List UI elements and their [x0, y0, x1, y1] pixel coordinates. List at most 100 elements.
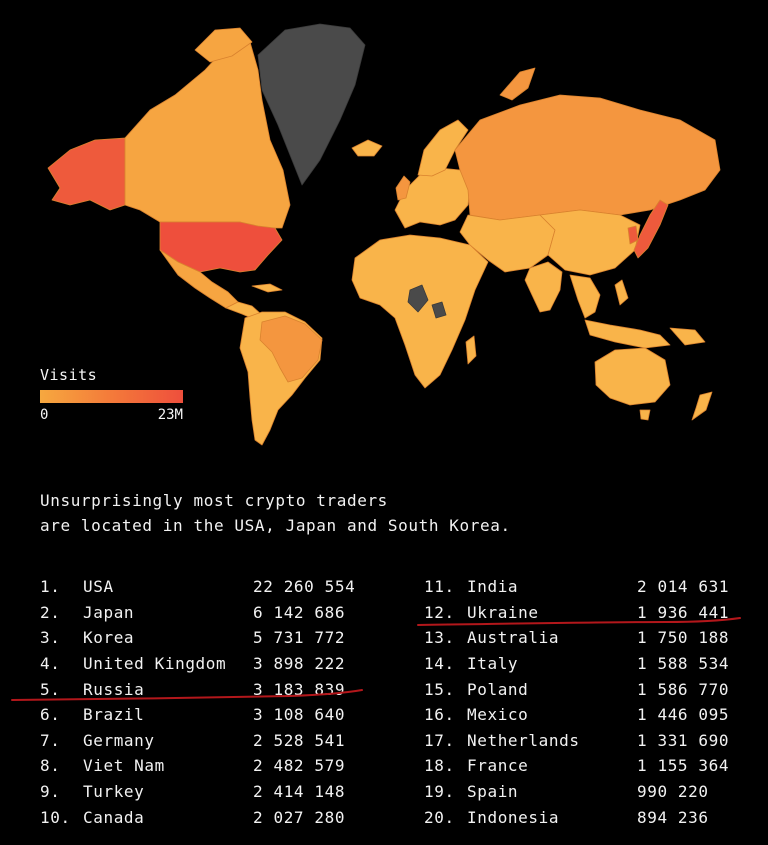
rank-visits: 1 446 095 [637, 705, 730, 725]
ranking-row: 18. France 1 155 364 [424, 753, 754, 779]
region-iceland [351, 139, 383, 157]
rank-visits: 894 236 [637, 807, 709, 827]
rank-number: 16. [424, 705, 455, 725]
legend-title: Visits [40, 366, 98, 384]
rankings-left-column: 1. USA 22 260 554 2. Japan 6 142 686 3. Korea 5 … [40, 574, 370, 830]
rank-country: USA [83, 577, 114, 597]
legend-min-label: 0 [40, 407, 49, 423]
rankings-right-column: 11. India 2 014 631 12. Ukraine 1 936 441 13. A… [424, 574, 754, 830]
rank-visits: 2 482 579 [253, 756, 346, 776]
legend-scale: 0 23M [40, 407, 183, 423]
rank-number: 9. [40, 782, 61, 802]
rank-number: 5. [40, 679, 61, 699]
ranking-row: 14. Italy 1 588 534 [424, 651, 754, 677]
rank-visits: 990 220 [637, 782, 709, 802]
rank-country: Canada [83, 807, 145, 827]
region-scandinavia [417, 119, 469, 177]
region-russia-arctic [499, 67, 536, 101]
ranking-row: 15. Poland 1 586 770 [424, 676, 754, 702]
rank-visits: 2 027 280 [253, 807, 346, 827]
rank-country: Russia [83, 679, 145, 699]
rank-country: Netherlands [467, 730, 580, 750]
region-southeast-asia [569, 274, 601, 319]
rank-country: Japan [83, 602, 135, 622]
rank-number: 6. [40, 705, 61, 725]
ranking-row: 11. India 2 014 631 [424, 574, 754, 600]
ranking-row: 6. Brazil 3 108 640 [40, 702, 370, 728]
rank-number: 12. [424, 602, 455, 622]
region-papua [669, 327, 706, 346]
ranking-row: 8. Viet Nam 2 482 579 [40, 753, 370, 779]
rank-country: Brazil [83, 705, 145, 725]
rank-visits: 5 731 772 [253, 628, 346, 648]
rank-visits: 2 528 541 [253, 730, 346, 750]
ranking-row: 1. USA 22 260 554 [40, 574, 370, 600]
region-africa-no-data-2 [431, 301, 447, 319]
region-arctic-islands [194, 27, 253, 63]
rank-country: Ukraine [467, 602, 539, 622]
rank-country: France [467, 756, 529, 776]
rank-visits: 1 331 690 [637, 730, 730, 750]
rank-country: Viet Nam [83, 756, 165, 776]
region-greenland [257, 23, 366, 186]
rank-visits: 1 586 770 [637, 679, 730, 699]
ranking-row: 5. Russia 3 183 839 [40, 676, 370, 702]
ranking-row: 13. Australia 1 750 188 [424, 625, 754, 651]
rank-country: Germany [83, 730, 155, 750]
region-australia [594, 347, 671, 406]
region-madagascar [465, 335, 477, 365]
rank-country: Turkey [83, 782, 145, 802]
rank-country: Indonesia [467, 807, 560, 827]
ranking-row: 9. Turkey 2 414 148 [40, 779, 370, 805]
region-japan [633, 199, 669, 259]
legend-gradient-bar [40, 390, 183, 403]
region-canada [124, 41, 291, 229]
ranking-row: 7. Germany 2 528 541 [40, 728, 370, 754]
rank-number: 19. [424, 782, 455, 802]
region-caribbean [251, 283, 283, 293]
region-indonesia [584, 319, 671, 349]
ranking-row: 2. Japan 6 142 686 [40, 600, 370, 626]
rank-visits: 22 260 554 [253, 577, 356, 597]
region-alaska [47, 137, 126, 211]
rank-visits: 6 142 686 [253, 602, 346, 622]
rank-number: 18. [424, 756, 455, 776]
rank-number: 15. [424, 679, 455, 699]
rank-country: India [467, 577, 519, 597]
caption: Unsurprisingly most crypto traders are l… [40, 488, 511, 538]
rank-number: 11. [424, 577, 455, 597]
rank-visits: 2 414 148 [253, 782, 346, 802]
region-india [524, 261, 563, 313]
ranking-row: 12. Ukraine 1 936 441 [424, 600, 754, 626]
rank-number: 8. [40, 756, 61, 776]
rank-country: Italy [467, 654, 519, 674]
region-china [539, 209, 641, 276]
rank-country: Mexico [467, 705, 529, 725]
ranking-row: 19. Spain 990 220 [424, 779, 754, 805]
region-africa [351, 234, 489, 389]
rank-number: 17. [424, 730, 455, 750]
ranking-row: 10. Canada 2 027 280 [40, 804, 370, 830]
ranking-row: 4. United Kingdom 3 898 222 [40, 651, 370, 677]
rank-visits: 3 183 839 [253, 679, 346, 699]
rank-number: 7. [40, 730, 61, 750]
rank-number: 10. [40, 807, 71, 827]
rank-number: 1. [40, 577, 61, 597]
rank-number: 14. [424, 654, 455, 674]
rank-visits: 1 155 364 [637, 756, 730, 776]
rank-visits: 1 588 534 [637, 654, 730, 674]
region-new-zealand [691, 391, 713, 421]
rank-visits: 1 936 441 [637, 602, 730, 622]
ranking-row: 16. Mexico 1 446 095 [424, 702, 754, 728]
region-africa-no-data [407, 284, 429, 313]
world-choropleth-map [47, 23, 721, 446]
rank-visits: 3 898 222 [253, 654, 346, 674]
rank-country: Korea [83, 628, 135, 648]
ranking-row: 3. Korea 5 731 772 [40, 625, 370, 651]
rank-number: 13. [424, 628, 455, 648]
rank-number: 4. [40, 654, 61, 674]
ranking-row: 20. Indonesia 894 236 [424, 804, 754, 830]
rank-number: 2. [40, 602, 61, 622]
caption-line-1: Unsurprisingly most crypto traders [40, 491, 388, 510]
rank-country: Spain [467, 782, 519, 802]
